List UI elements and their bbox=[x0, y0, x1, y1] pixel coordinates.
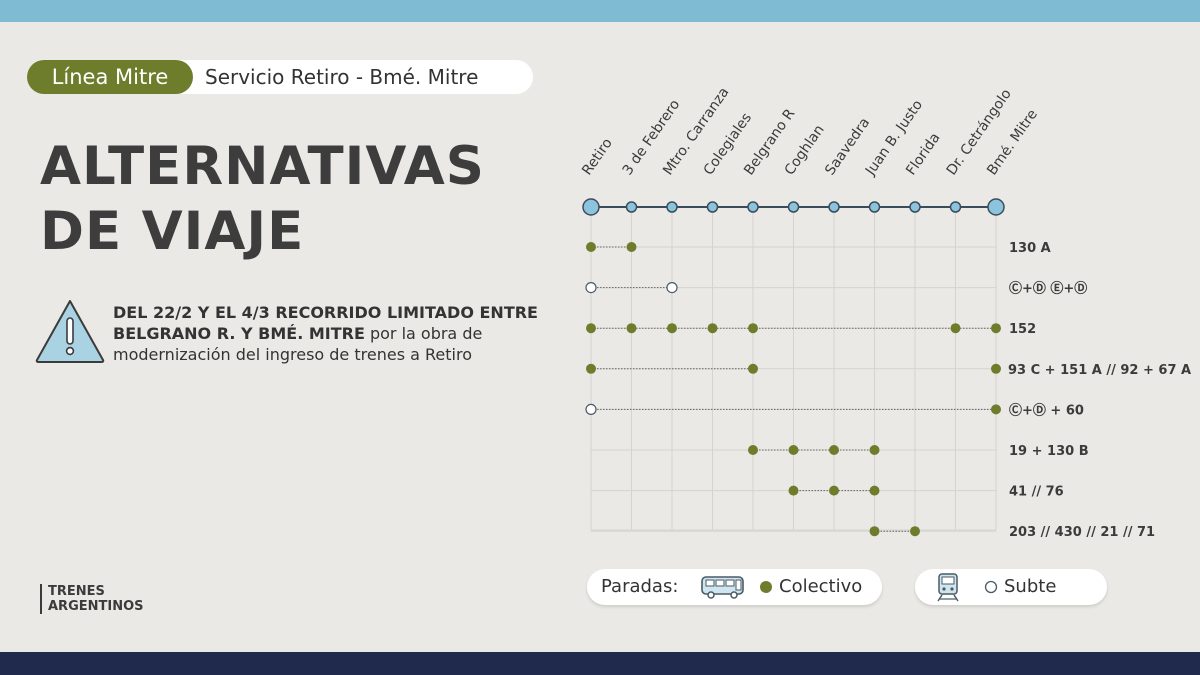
route-label: 93 C + 151 A // 92 + 67 A bbox=[1008, 363, 1191, 378]
bottom-bar bbox=[0, 652, 1200, 675]
bus-stop-dot bbox=[829, 445, 839, 455]
legend-bus-label: Colectivo bbox=[779, 576, 863, 597]
bus-icon bbox=[701, 576, 744, 599]
bus-stop-dot bbox=[748, 323, 758, 334]
legend-prefix: Paradas: bbox=[601, 576, 679, 597]
station-node bbox=[582, 198, 600, 216]
title-line-2: DE VIAJE bbox=[40, 201, 305, 262]
bus-stop-dot bbox=[586, 323, 596, 334]
bus-stop-dot bbox=[991, 363, 1001, 374]
station-node bbox=[868, 201, 881, 213]
notice-bold: DEL 22/2 Y EL 4/3 RECORRIDO LIMITADO ENT… bbox=[113, 303, 538, 343]
bus-stop-dot bbox=[667, 323, 677, 334]
top-bar bbox=[0, 0, 1200, 22]
bus-stop-dot bbox=[991, 404, 1001, 415]
bus-stop-dot bbox=[788, 445, 799, 455]
bus-stop-dot bbox=[869, 526, 880, 537]
route-label: 41 // 76 bbox=[1009, 485, 1064, 500]
subte-train-icon bbox=[937, 573, 959, 602]
route-label: Ⓒ+Ⓓ Ⓔ+Ⓓ bbox=[1009, 281, 1087, 297]
station-node bbox=[706, 201, 719, 213]
bus-stop-dot bbox=[748, 445, 758, 455]
page-title: ALTERNATIVAS DE VIAJE bbox=[40, 134, 485, 264]
legend-subte-label: Subte bbox=[1004, 576, 1057, 597]
line-badge: Línea Mitre bbox=[27, 60, 193, 94]
route-label: 152 bbox=[1009, 322, 1036, 337]
logo-line-1: TRENES bbox=[48, 584, 105, 599]
subte-stop-legend-dot bbox=[984, 580, 998, 594]
subte-stop-dot bbox=[666, 282, 678, 294]
bus-stop-dot bbox=[991, 323, 1001, 334]
station-label: Coghlan bbox=[782, 122, 828, 178]
subte-stop-dot bbox=[585, 403, 597, 415]
bus-stop-dot bbox=[788, 485, 799, 496]
station-node bbox=[787, 201, 800, 213]
station-node bbox=[828, 201, 840, 213]
subte-stop-dot bbox=[585, 282, 597, 294]
station-label: Florida bbox=[903, 130, 943, 178]
title-line-1: ALTERNATIVAS bbox=[40, 136, 485, 197]
bus-stop-dot bbox=[586, 363, 596, 374]
bus-stop-dot bbox=[748, 363, 758, 374]
station-node bbox=[625, 201, 638, 213]
bus-stop-dot bbox=[950, 323, 961, 334]
warning-icon bbox=[35, 300, 105, 363]
bus-stop-dot bbox=[626, 242, 637, 252]
bus-stop-dot bbox=[707, 323, 718, 334]
bus-stop-dot bbox=[586, 242, 596, 252]
bus-stop-dot bbox=[869, 485, 880, 496]
station-node bbox=[987, 198, 1005, 216]
station-node bbox=[747, 201, 759, 213]
bus-stop-dot bbox=[626, 323, 637, 334]
bus-stop-dot bbox=[829, 485, 839, 496]
trenes-argentinos-logo: TRENES ARGENTINOS bbox=[40, 584, 144, 614]
route-label: 19 + 130 B bbox=[1009, 444, 1089, 459]
logo-line-2: ARGENTINOS bbox=[48, 599, 144, 614]
route-label: Ⓒ+Ⓓ + 60 bbox=[1009, 402, 1084, 418]
station-node bbox=[949, 201, 962, 213]
station-node bbox=[909, 201, 921, 213]
bus-stop-legend-dot bbox=[760, 581, 772, 593]
notice-text: DEL 22/2 Y EL 4/3 RECORRIDO LIMITADO ENT… bbox=[113, 302, 553, 365]
service-title: Servicio Retiro - Bmé. Mitre bbox=[205, 65, 479, 89]
route-label: 203 // 430 // 21 // 71 bbox=[1009, 525, 1155, 540]
notice-normal: por la obra de modernización del ingreso… bbox=[113, 324, 483, 364]
station-label: Retiro bbox=[579, 135, 616, 178]
route-label: 130 A bbox=[1009, 241, 1051, 256]
bus-stop-dot bbox=[910, 526, 920, 537]
station-node bbox=[666, 201, 678, 213]
bus-stop-dot bbox=[869, 445, 880, 455]
